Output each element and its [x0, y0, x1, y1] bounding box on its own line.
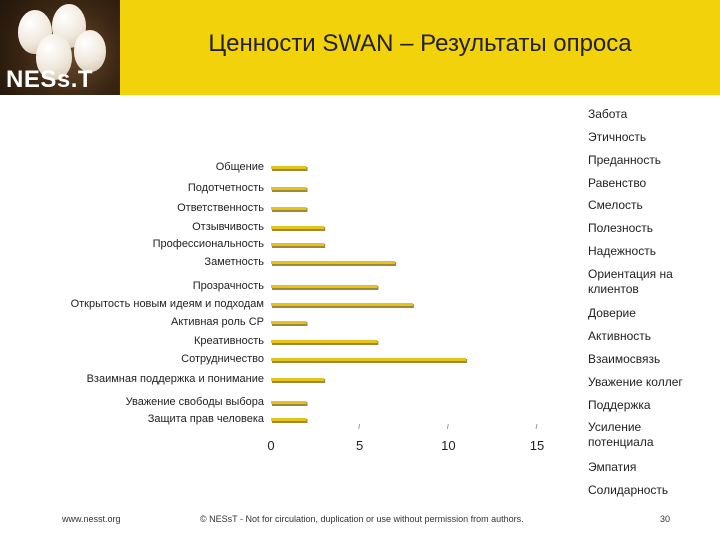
- bar: [271, 285, 378, 288]
- value-list-item: Поддержка: [588, 398, 651, 412]
- value-list-item: Эмпатия: [588, 460, 637, 474]
- value-list-item: Полезность: [588, 221, 653, 235]
- bar: [271, 321, 307, 324]
- bar: [271, 243, 325, 246]
- value-list-item: Смелость: [588, 198, 643, 212]
- bar: [271, 303, 413, 306]
- y-tick-label: Уважение свободы выбора: [125, 396, 264, 408]
- bar: [271, 401, 307, 404]
- value-list-item: Активность: [588, 329, 652, 343]
- page-number: 30: [660, 514, 671, 524]
- bar: [271, 207, 307, 210]
- x-tick-mark: [358, 423, 361, 430]
- y-tick-label: Сотрудничество: [181, 353, 264, 365]
- footer-copyright: © NESsT - Not for circulation, duplicati…: [200, 514, 524, 524]
- y-tick-label: Открытость новым идеям и подходам: [70, 298, 264, 310]
- y-tick-label: Ответственность: [177, 202, 264, 214]
- footer-url: www.nesst.org: [62, 514, 121, 524]
- value-list-item: Равенство: [588, 176, 647, 190]
- y-tick-label: Прозрачность: [192, 280, 264, 292]
- y-tick-label: Подотчетность: [187, 182, 264, 194]
- x-tick-label: 5: [356, 438, 364, 453]
- bar: [271, 187, 307, 190]
- bar: [271, 418, 307, 421]
- y-tick-label: Взаимная поддержка и понимание: [86, 373, 264, 385]
- value-list-item: Преданность: [588, 153, 662, 167]
- x-tick-mark: [446, 423, 449, 430]
- value-list-item: Забота: [588, 107, 628, 121]
- y-tick-label: Отзывчивость: [192, 221, 264, 233]
- y-tick-label: Защита прав человека: [147, 413, 264, 425]
- nest-eggs-image: [0, 0, 120, 95]
- value-list-item: Этичность: [588, 130, 647, 144]
- y-tick-label: Активная роль СР: [171, 316, 264, 328]
- page-title: Ценности SWAN – Результаты опроса: [208, 30, 632, 57]
- header-band: [120, 0, 720, 95]
- bar: [271, 340, 378, 343]
- value-list-item: Взаимосвязь: [588, 352, 661, 366]
- value-list-item: Доверие: [588, 306, 636, 320]
- y-tick-label: Заметность: [204, 256, 264, 268]
- value-list-item: Уважение коллег: [588, 375, 683, 389]
- x-tick-label: 10: [441, 438, 456, 453]
- bar: [271, 226, 325, 229]
- value-list-item: Ориентация на клиентов: [588, 267, 673, 296]
- value-list-item: Надежность: [588, 244, 656, 258]
- x-tick-label: 0: [267, 438, 275, 453]
- x-tick-mark: [535, 423, 538, 430]
- bar: [271, 261, 396, 264]
- y-tick-label: Профессиональность: [152, 238, 264, 250]
- bar: [271, 378, 325, 381]
- value-list-item: Усиление потенциала: [588, 420, 654, 449]
- y-tick-label: Общение: [215, 161, 264, 173]
- value-list-item: Солидарность: [588, 483, 669, 497]
- x-tick-label: 15: [529, 438, 545, 453]
- brand-logo: NESs.T: [6, 66, 94, 93]
- bar: [271, 358, 467, 361]
- bar: [271, 166, 307, 169]
- y-tick-label: Креативность: [193, 335, 264, 347]
